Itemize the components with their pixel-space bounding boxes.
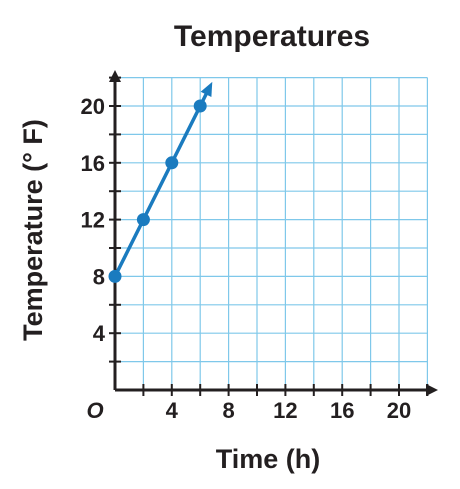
y-axis-title: Temperature (° F): [18, 119, 48, 341]
grid: [115, 76, 428, 390]
y-axis-arrow-icon: [109, 70, 121, 82]
axis-ticks: [109, 76, 429, 396]
chart-title: Temperatures: [174, 20, 370, 53]
data-point: [165, 156, 179, 170]
y-tick-label: 20: [81, 94, 105, 119]
x-axis-title: Time (h): [216, 444, 321, 474]
y-tick-label: 4: [93, 321, 106, 346]
origin-label: O: [86, 398, 103, 423]
x-tick-label: 8: [222, 398, 234, 423]
y-tick-label: 8: [93, 264, 105, 289]
plot-area: [108, 81, 213, 283]
x-tick-label: 20: [387, 398, 411, 423]
x-axis-arrow-icon: [426, 384, 438, 396]
x-tick-labels: 4 8 12 16 20: [166, 398, 412, 423]
data-point: [136, 213, 150, 227]
x-tick-label: 4: [166, 398, 179, 423]
x-tick-label: 12: [273, 398, 297, 423]
y-tick-label: 12: [81, 208, 105, 233]
x-tick-label: 16: [330, 398, 354, 423]
data-point: [193, 99, 207, 113]
y-tick-label: 16: [81, 151, 105, 176]
data-point: [108, 269, 122, 283]
data-line: [113, 88, 211, 278]
y-tick-labels: 4 8 12 16 20: [81, 94, 106, 346]
data-line-arrow-icon: [200, 81, 213, 98]
